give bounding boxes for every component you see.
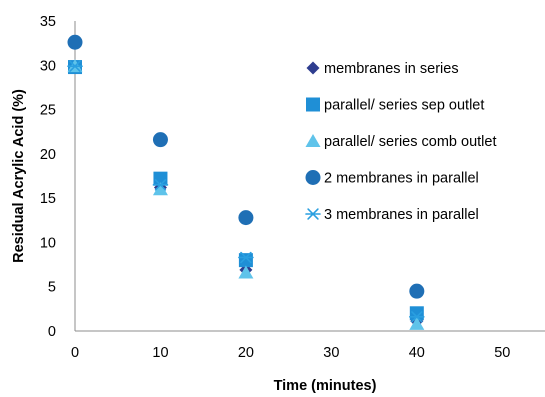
- data-point: [67, 34, 83, 50]
- y-tick-label: 30: [40, 58, 56, 74]
- y-tick-label: 0: [48, 324, 56, 340]
- data-point: [238, 265, 254, 279]
- y-tick-label: 15: [40, 191, 56, 207]
- legend-marker: [306, 61, 320, 75]
- y-tick-label: 5: [48, 280, 56, 296]
- legend: membranes in series parallel/ series sep …: [305, 61, 496, 223]
- data-point: [238, 253, 253, 268]
- x-tick-label: 20: [238, 345, 254, 361]
- legend-label: 2 membranes in parallel: [324, 171, 479, 187]
- data-point: [409, 283, 425, 299]
- series-5: [67, 60, 425, 323]
- data-points: [67, 34, 425, 330]
- legend-label: parallel/ series comb outlet: [324, 134, 496, 150]
- legend-label: membranes in series: [324, 61, 459, 77]
- data-point: [409, 311, 425, 323]
- y-tick-label: 35: [40, 14, 56, 30]
- x-tick-label: 30: [323, 345, 339, 361]
- legend-item: 2 membranes in parallel: [305, 170, 479, 187]
- x-axis-title: Time (minutes): [274, 378, 377, 394]
- series-4: [67, 34, 425, 299]
- legend-marker: [305, 170, 321, 185]
- x-tick-label: 0: [71, 345, 79, 361]
- x-tick-labels: 0 10 20 30 40 50: [71, 345, 510, 361]
- legend-item: membranes in series: [306, 61, 459, 77]
- data-point: [238, 210, 254, 226]
- legend-item: 3 membranes in parallel: [305, 207, 479, 223]
- data-point: [409, 316, 425, 330]
- y-tick-labels: 0 5 10 15 20 25 30 35: [40, 14, 56, 340]
- legend-item: parallel/ series comb outlet: [305, 134, 496, 150]
- y-tick-label: 25: [40, 103, 56, 119]
- x-tick-label: 10: [152, 345, 168, 361]
- y-tick-label: 20: [40, 147, 56, 163]
- data-point: [152, 179, 169, 191]
- legend-marker: [305, 208, 321, 220]
- data-point: [238, 251, 254, 264]
- y-tick-label: 10: [40, 235, 56, 251]
- legend-marker: [306, 97, 320, 112]
- data-point: [152, 132, 168, 148]
- legend-label: 3 membranes in parallel: [324, 207, 479, 223]
- legend-item: parallel/ series sep outlet: [306, 97, 484, 114]
- y-axis-title: Residual Acrylic Acid (%): [11, 89, 27, 263]
- legend-label: parallel/ series sep outlet: [324, 98, 484, 114]
- x-tick-label: 50: [494, 345, 510, 361]
- data-point: [67, 60, 83, 72]
- data-point: [152, 182, 168, 196]
- legend-marker: [305, 134, 321, 147]
- x-tick-label: 40: [409, 345, 425, 361]
